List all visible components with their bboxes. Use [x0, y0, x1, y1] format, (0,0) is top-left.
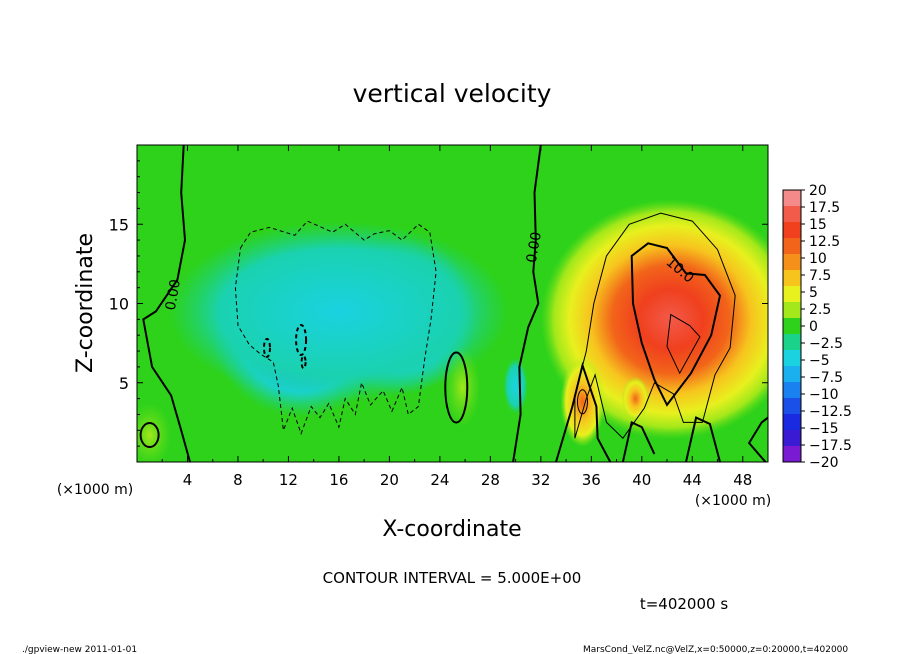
colorbar-label: 7.5 [809, 268, 831, 284]
y-tick-label: 15 [109, 215, 129, 234]
colorbar-label: 15 [809, 217, 827, 233]
colorbar-swatch [783, 446, 801, 463]
contour-plus-10 [630, 242, 722, 407]
x-unit-right: (×1000 m) [695, 493, 771, 509]
colorbar-swatch [783, 270, 801, 287]
x-tick-label: 40 [632, 471, 651, 489]
y-axis: 5 10 15 [109, 160, 768, 447]
velocity-field [137, 199, 768, 462]
blob-pos-corner [137, 403, 172, 462]
colorbar-label: −2.5 [809, 336, 843, 352]
colorbar-label: −15 [809, 421, 839, 437]
colorbar-label: 2.5 [809, 302, 831, 318]
colorbar-swatch [783, 414, 801, 431]
colorbar-label: −20 [809, 455, 839, 471]
colorbar-label: 0 [809, 319, 818, 335]
contour-minus-10 [262, 337, 271, 358]
colorbar-swatch [783, 334, 801, 351]
time-text: t=402000 s [640, 595, 728, 613]
footer-right: MarsCond_VelZ.nc@VelZ,x=0:50000,z=0:2000… [583, 645, 848, 654]
y-tick-label: 10 [109, 295, 129, 314]
colorbar-label: −5 [809, 353, 830, 369]
colorbar-swatch [783, 398, 801, 415]
contour-zero [142, 145, 191, 462]
contour-plus-5 [574, 212, 736, 439]
x-tick-label: 48 [733, 471, 752, 489]
colorbar-label: 10 [809, 251, 827, 267]
colorbar-swatch [783, 302, 801, 319]
colorbar-label: −17.5 [809, 438, 852, 454]
colorbar-label: −12.5 [809, 404, 852, 420]
x-tick-label: 32 [531, 471, 550, 489]
x-tick-label: 12 [279, 471, 298, 489]
x-tick-label: 8 [233, 471, 243, 489]
colorbar-swatch [783, 222, 801, 239]
x-axis: 4 8 12 16 20 24 28 32 36 40 44 48 [161, 145, 752, 489]
colorbar-swatch [783, 190, 801, 207]
footer-left: ./gpview-new 2011-01-01 [22, 645, 137, 654]
contour-zero-closed [444, 351, 469, 424]
contour-label: 0.00 [163, 278, 184, 311]
blob-pos-small [621, 376, 650, 421]
y-tick-label: 5 [119, 374, 129, 393]
colorbar-label: −10 [809, 387, 839, 403]
contour-zero [621, 420, 656, 462]
colorbar: 2017.51512.5107.552.50−2.5−5−7.5−10−12.5… [782, 183, 852, 471]
blob-pos-mid [444, 347, 481, 428]
x-tick-label: 4 [183, 471, 193, 489]
y-axis-label: Z-coordinate [73, 233, 98, 373]
contour-lines [139, 145, 768, 462]
colorbar-swatch [783, 382, 801, 399]
contour-minus-5 [234, 220, 437, 435]
colorbar-swatch [783, 350, 801, 367]
colorbar-label: 20 [809, 183, 827, 199]
contour-zero [512, 145, 542, 462]
x-tick-label: 20 [380, 471, 399, 489]
x-tick-label: 36 [582, 471, 601, 489]
contour-minus-10 [295, 323, 308, 356]
contour-zero [747, 416, 768, 462]
colorbar-swatch [783, 318, 801, 335]
x-tick-label: 16 [329, 471, 348, 489]
blob-neg-small [503, 357, 528, 414]
colorbar-swatch [783, 366, 801, 383]
colorbar-swatch [783, 206, 801, 223]
colorbar-label: 5 [809, 285, 818, 301]
contour-zero [555, 361, 612, 462]
colorbar-label: 17.5 [809, 200, 840, 216]
chart-title: vertical velocity [353, 79, 552, 108]
x-tick-label: 28 [481, 471, 500, 489]
contour-plus-5-small [576, 389, 588, 415]
contour-zero-closed [139, 422, 160, 449]
blob-neg-mid [168, 221, 509, 402]
contour-label: 0.00 [524, 231, 545, 264]
colorbar-label: 12.5 [809, 234, 840, 250]
colorbar-swatch [783, 254, 801, 271]
x-axis-label: X-coordinate [382, 517, 521, 542]
colorbar-swatch [783, 430, 801, 447]
x-unit-left: (×1000 m) [57, 482, 133, 498]
contour-plus-15 [666, 313, 701, 375]
x-tick-label: 24 [430, 471, 449, 489]
plot-area [137, 145, 768, 462]
contour-interval-text: CONTOUR INTERVAL = 5.000E+00 [323, 569, 582, 587]
colorbar-swatch [783, 238, 801, 255]
colorbar-swatch [783, 286, 801, 303]
colorbar-label: −7.5 [809, 370, 843, 386]
x-tick-label: 44 [683, 471, 702, 489]
contour-minus-10 [300, 355, 307, 370]
